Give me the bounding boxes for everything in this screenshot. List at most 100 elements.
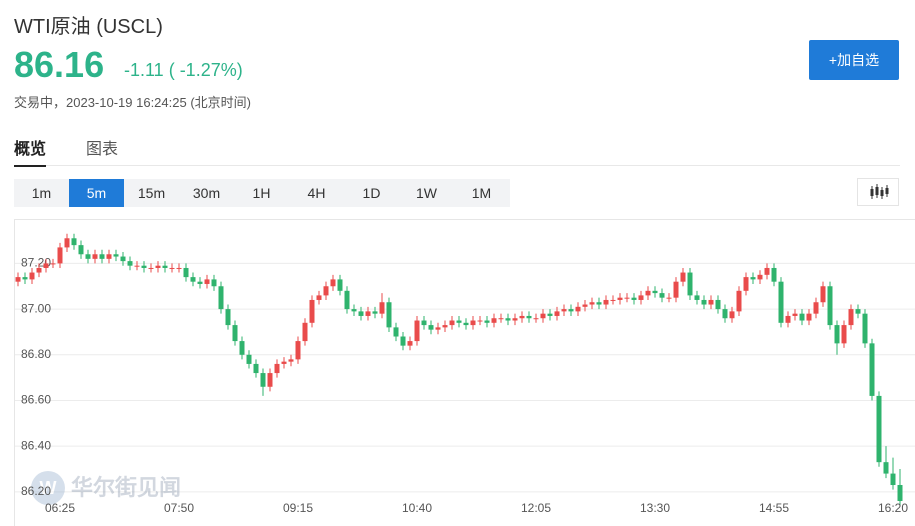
candle-body — [400, 336, 406, 346]
chart-type-button[interactable] — [857, 178, 899, 206]
x-tick-label: 12:05 — [521, 501, 551, 515]
candle-body — [302, 322, 308, 342]
interval-button[interactable]: 4H — [307, 185, 326, 201]
candle-body — [372, 311, 378, 314]
candle-body — [491, 318, 497, 323]
candle-body — [554, 311, 560, 316]
candle-body — [421, 320, 427, 326]
candle-body — [715, 299, 721, 310]
candle-body — [274, 363, 280, 374]
y-tick-label: 86.40 — [21, 438, 51, 452]
candle-body — [225, 309, 231, 326]
interval-button[interactable]: 1m — [31, 185, 52, 201]
candle-body — [610, 299, 616, 301]
candle-body — [764, 267, 770, 275]
candle-body — [708, 299, 714, 305]
candle-body — [232, 325, 238, 342]
x-tick-label: 16:20 — [878, 501, 908, 515]
candle-body — [505, 318, 511, 321]
tab-divider — [14, 165, 900, 166]
watermark: W 华尔街见闻 — [31, 471, 181, 505]
title: WTI原油 (USCL) — [14, 16, 163, 38]
candle-body — [617, 297, 623, 300]
y-tick-label: 87.00 — [21, 301, 51, 315]
tab[interactable]: 概览 — [14, 135, 47, 167]
candle-body — [687, 272, 693, 296]
interval-button[interactable]: 15m — [137, 185, 166, 201]
watermark-text: 华尔街见闻 — [71, 475, 181, 500]
interval-button[interactable]: 1M — [471, 185, 492, 201]
candle-body — [519, 315, 525, 319]
candle-body — [673, 281, 679, 298]
candle-body — [71, 238, 77, 246]
candle-body — [547, 313, 553, 316]
interval-button[interactable]: 5m — [69, 179, 124, 207]
candle-body — [414, 320, 420, 342]
candle-body — [470, 320, 476, 326]
price: 86.16 — [14, 44, 105, 85]
candle-body — [253, 363, 259, 374]
interval-button[interactable]: 1D — [362, 185, 381, 201]
candle-body — [127, 261, 133, 266]
candle-body — [323, 286, 329, 296]
candle-body — [344, 290, 350, 310]
candle-body — [575, 306, 581, 312]
candle-body — [582, 304, 588, 307]
candle-body — [680, 272, 686, 282]
status: 交易中，2023-10-19 16:24:25 (北京时间) — [14, 95, 251, 110]
candle-body — [428, 325, 434, 330]
add-watchlist-button[interactable]: +加自选 — [809, 40, 899, 80]
x-tick-label: 10:40 — [402, 501, 432, 515]
candle-body — [743, 277, 749, 291]
interval-button[interactable]: 30m — [192, 185, 221, 201]
candle-body — [561, 309, 567, 312]
candle-body — [890, 473, 896, 486]
candle-body — [596, 302, 602, 305]
candle-body — [358, 311, 364, 316]
chart: W 华尔街见闻 86.2086.4086.6086.8087.0087.2006… — [14, 219, 915, 526]
candle-body — [211, 279, 217, 287]
candle-body — [722, 309, 728, 319]
tab[interactable]: 图表 — [86, 141, 119, 158]
interval-button[interactable]: 1W — [416, 185, 437, 201]
candle-body — [666, 297, 672, 299]
candle-body — [85, 254, 91, 259]
candle-body — [365, 311, 371, 316]
candle-body — [855, 309, 861, 314]
candle-body — [512, 318, 518, 321]
candle-body — [29, 272, 35, 280]
candle-body — [631, 297, 637, 300]
candle-body — [589, 302, 595, 305]
candle-body — [295, 341, 301, 360]
candle-body — [246, 354, 252, 364]
candle-body — [701, 299, 707, 305]
candle-body — [757, 274, 763, 280]
interval-bar: 1m 5m 15m 30m 1H 4H 1D 1W 1M — [14, 179, 510, 207]
candle-body — [407, 341, 413, 346]
candle-body — [134, 265, 140, 267]
candle-body — [603, 299, 609, 305]
candle-body — [750, 277, 756, 280]
candle-body — [736, 290, 742, 312]
candle-body — [799, 313, 805, 321]
y-tick-label: 86.20 — [21, 484, 51, 498]
candle-body — [22, 277, 28, 280]
candle-body — [36, 267, 42, 273]
interval-button[interactable]: 1H — [252, 185, 271, 201]
candle-body — [57, 247, 63, 264]
x-tick-label: 09:15 — [283, 501, 313, 515]
candle-body — [162, 265, 168, 268]
candle-body — [50, 263, 56, 265]
candle-body — [197, 281, 203, 284]
candle-body — [792, 313, 798, 316]
candle-body — [463, 322, 469, 326]
candle-body — [239, 341, 245, 355]
candle-body — [204, 279, 210, 284]
candle-body — [141, 265, 147, 268]
candle-body — [694, 295, 700, 300]
candle-body — [526, 315, 532, 319]
candle-body — [183, 267, 189, 278]
candle-body — [442, 325, 448, 328]
candle-body — [848, 309, 854, 326]
candle-body — [897, 485, 903, 501]
